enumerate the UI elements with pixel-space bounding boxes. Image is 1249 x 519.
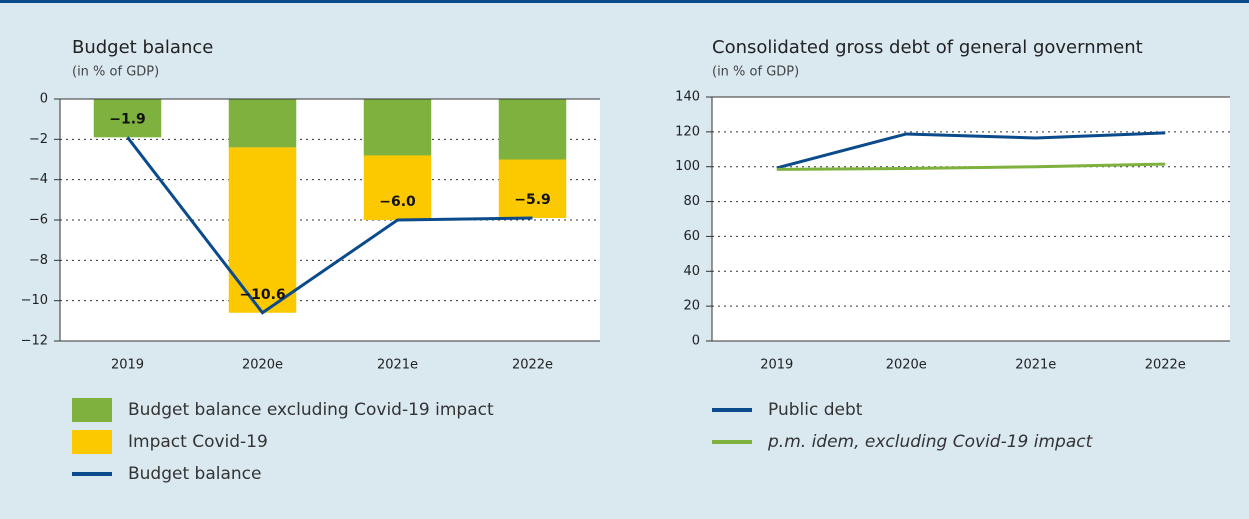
legend-label: Impact Covid-19	[128, 432, 268, 452]
chart-subtitle: (in % of GDP)	[712, 65, 799, 80]
top-border	[0, 0, 1249, 3]
y-tick-label: −4	[29, 172, 48, 187]
legend-label: Budget balance excluding Covid-19 impact	[128, 400, 494, 420]
legend-label: p.m. idem, excluding Covid-19 impact	[767, 432, 1094, 452]
bar	[93, 99, 162, 138]
x-tick-label: 2020e	[242, 358, 283, 373]
value-label: −1.9	[109, 111, 146, 127]
y-tick-label: 120	[675, 124, 700, 139]
x-tick-label: 2020e	[886, 358, 927, 373]
line	[776, 162, 1166, 171]
bar	[363, 155, 432, 220]
y-tick-label: 100	[675, 159, 700, 174]
legend-swatch	[72, 430, 112, 454]
plot-area	[712, 97, 1230, 341]
legend-label: Budget balance	[128, 464, 261, 484]
y-tick-label: 0	[692, 334, 700, 349]
y-tick-label: −2	[29, 132, 48, 147]
line	[126, 136, 533, 315]
x-tick-label: 2022e	[512, 358, 553, 373]
value-label: −10.6	[239, 287, 285, 303]
legend-swatch	[72, 398, 112, 422]
bar	[498, 99, 567, 160]
x-tick-label: 2021e	[377, 358, 418, 373]
value-label: −5.9	[514, 192, 551, 208]
y-tick-label: −12	[21, 334, 48, 349]
x-tick-label: 2019	[760, 358, 793, 373]
x-tick-label: 2022e	[1145, 358, 1186, 373]
chart-title: Budget balance	[72, 37, 213, 58]
legend-label: Public debt	[768, 400, 863, 420]
y-tick-label: 140	[675, 90, 700, 105]
y-tick-label: 40	[683, 264, 700, 279]
y-tick-label: 20	[683, 299, 700, 314]
value-label: −6.0	[379, 194, 416, 210]
chart-title: Consolidated gross debt of general gover…	[712, 37, 1143, 58]
y-tick-label: −6	[29, 213, 48, 228]
bar	[363, 99, 432, 156]
y-tick-label: 0	[40, 92, 48, 107]
y-tick-label: −10	[21, 293, 48, 308]
bar	[498, 159, 567, 218]
x-tick-label: 2019	[111, 358, 144, 373]
bar	[228, 99, 297, 148]
y-tick-label: −8	[29, 253, 48, 268]
line	[776, 131, 1166, 170]
x-tick-label: 2021e	[1015, 358, 1056, 373]
chart-subtitle: (in % of GDP)	[72, 65, 159, 80]
y-tick-label: 60	[683, 229, 700, 244]
y-tick-label: 80	[683, 194, 700, 209]
